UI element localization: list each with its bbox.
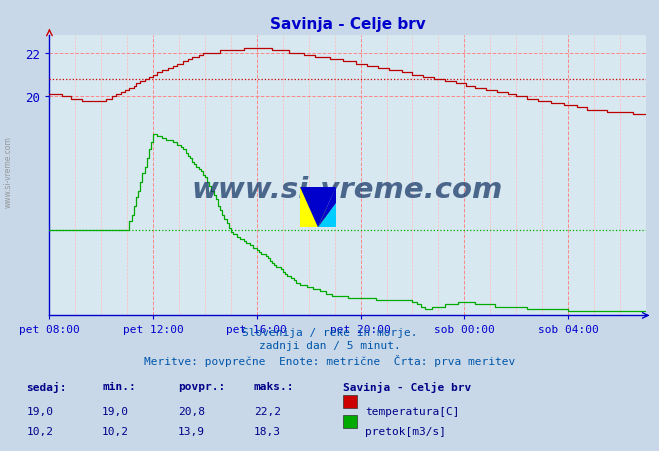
Bar bbox=[343, 395, 357, 408]
Text: Meritve: povprečne  Enote: metrične  Črta: prva meritev: Meritve: povprečne Enote: metrične Črta:… bbox=[144, 354, 515, 366]
Text: povpr.:: povpr.: bbox=[178, 381, 225, 391]
Text: maks.:: maks.: bbox=[254, 381, 294, 391]
Text: pretok[m3/s]: pretok[m3/s] bbox=[365, 426, 446, 436]
Text: 13,9: 13,9 bbox=[178, 426, 205, 436]
Bar bbox=[343, 415, 357, 428]
Text: 10,2: 10,2 bbox=[102, 426, 129, 436]
Text: Slovenija / reke in morje.: Slovenija / reke in morje. bbox=[242, 327, 417, 337]
Text: 22,2: 22,2 bbox=[254, 406, 281, 416]
Text: min.:: min.: bbox=[102, 381, 136, 391]
Title: Savinja - Celje brv: Savinja - Celje brv bbox=[270, 17, 426, 32]
Text: 19,0: 19,0 bbox=[26, 406, 53, 416]
Text: sedaj:: sedaj: bbox=[26, 381, 67, 392]
Polygon shape bbox=[300, 187, 336, 228]
Text: 19,0: 19,0 bbox=[102, 406, 129, 416]
Text: zadnji dan / 5 minut.: zadnji dan / 5 minut. bbox=[258, 341, 401, 350]
Text: www.si-vreme.com: www.si-vreme.com bbox=[3, 135, 13, 207]
Text: Savinja - Celje brv: Savinja - Celje brv bbox=[343, 381, 471, 392]
Text: 10,2: 10,2 bbox=[26, 426, 53, 436]
Text: temperatura[C]: temperatura[C] bbox=[365, 406, 459, 416]
Polygon shape bbox=[318, 203, 336, 228]
Polygon shape bbox=[318, 187, 336, 228]
Text: 18,3: 18,3 bbox=[254, 426, 281, 436]
Polygon shape bbox=[300, 187, 318, 228]
Text: www.si-vreme.com: www.si-vreme.com bbox=[192, 176, 503, 204]
Polygon shape bbox=[300, 187, 336, 228]
Text: 20,8: 20,8 bbox=[178, 406, 205, 416]
